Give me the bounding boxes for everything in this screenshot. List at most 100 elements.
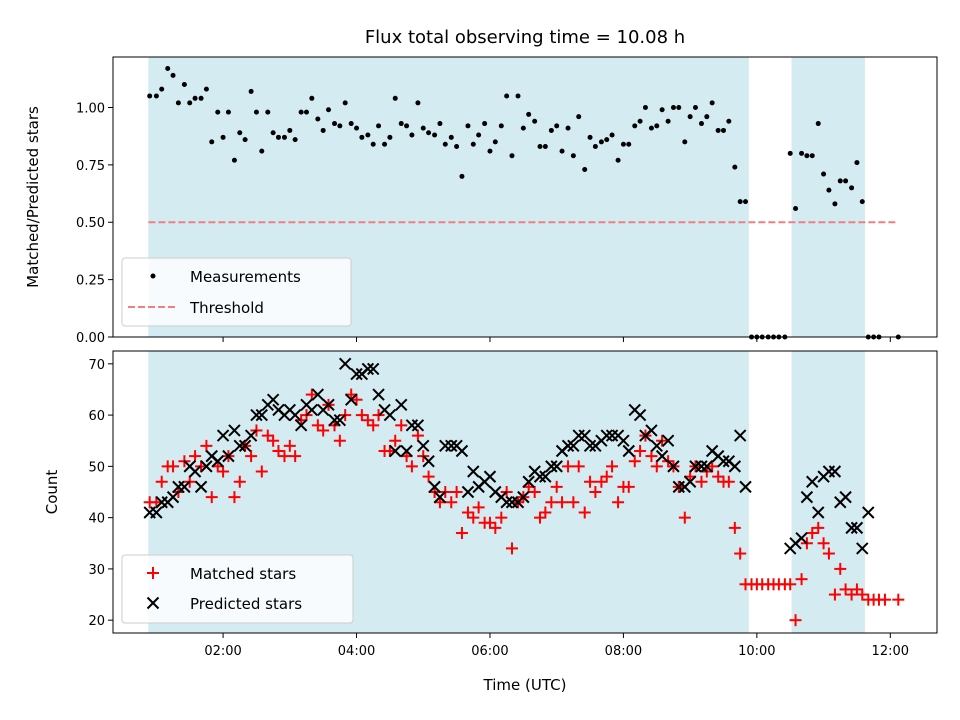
measurement-point xyxy=(303,109,309,115)
top-series xyxy=(147,65,901,340)
measurement-point xyxy=(809,153,815,159)
predicted-star-point xyxy=(305,403,319,417)
predicted-star-point xyxy=(422,455,435,468)
predicted-star-point xyxy=(395,398,408,412)
matched-star-point xyxy=(389,434,402,447)
measurement-point xyxy=(659,107,665,113)
predicted-star-point xyxy=(545,460,558,473)
measurement-point xyxy=(398,121,404,127)
measurement-point xyxy=(504,93,510,99)
bottom-panel: 20 30 40 50 60 70 02:00 04:00 06:00 08:00 10:00 12… xyxy=(43,350,938,694)
matched-star-point xyxy=(728,521,741,534)
top-legend: Measurements Threshold xyxy=(121,257,352,327)
predicted-star-point xyxy=(655,449,669,463)
measurement-point xyxy=(682,139,688,145)
measurement-point xyxy=(409,132,415,138)
top-y-axis-label: Matched/Predicted stars xyxy=(24,106,42,288)
measurement-point xyxy=(615,157,621,163)
predicted-star-point xyxy=(238,439,252,453)
matched-star-point xyxy=(556,496,569,509)
matched-star-point xyxy=(305,388,318,401)
predicted-star-point xyxy=(428,480,441,494)
predicted-star-point xyxy=(228,424,241,437)
matched-star-point xyxy=(589,486,602,498)
predicted-star-point xyxy=(850,521,864,535)
predicted-star-point xyxy=(411,419,425,432)
shaded-region xyxy=(791,351,865,633)
predicted-star-point xyxy=(717,455,730,468)
predicted-star-point xyxy=(650,439,663,453)
matched-star-point xyxy=(806,527,819,540)
predicted-star-point xyxy=(367,362,380,376)
measurement-point xyxy=(720,127,726,133)
measurement-point xyxy=(587,134,593,140)
measurement-point xyxy=(520,125,526,131)
measurement-point xyxy=(432,132,438,138)
matched-star-point xyxy=(461,506,474,519)
measurement-point xyxy=(609,132,615,138)
legend-measurements-marker xyxy=(150,273,156,279)
measurement-point xyxy=(209,139,215,145)
predicted-star-point xyxy=(733,429,747,442)
measurement-point xyxy=(342,100,348,106)
predicted-star-point xyxy=(417,439,430,453)
measurement-point xyxy=(426,130,432,136)
top-panel: Flux total observing time = 10.08 h 0.00… xyxy=(24,27,938,346)
predicted-star-point xyxy=(350,367,363,381)
measurement-point xyxy=(604,137,610,143)
predicted-star-point xyxy=(728,460,742,473)
matched-star-point xyxy=(272,444,285,457)
matched-star-point xyxy=(255,465,268,478)
measurement-point xyxy=(159,86,165,92)
measurement-point xyxy=(165,65,171,71)
predicted-star-point xyxy=(178,480,191,494)
measurement-point xyxy=(565,125,571,131)
matched-star-point xyxy=(505,542,518,555)
y-tick-label: 30 xyxy=(88,563,105,578)
measurement-point xyxy=(676,104,682,110)
predicted-star-point xyxy=(250,408,263,422)
predicted-star-point xyxy=(845,521,858,535)
matched-star-point xyxy=(562,460,575,473)
bottom-axes-frame xyxy=(112,350,938,634)
shaded-region xyxy=(791,57,865,337)
measurement-point xyxy=(498,123,504,129)
predicted-star-point xyxy=(578,429,591,442)
predicted-star-point xyxy=(328,414,341,427)
measurement-point xyxy=(570,153,576,159)
matched-star-point xyxy=(278,450,291,463)
legend-matched-label: Matched stars xyxy=(190,565,296,583)
predicted-star-point xyxy=(839,490,852,504)
x-tick-label: 06:00 xyxy=(471,644,508,659)
predicted-star-point xyxy=(322,398,335,412)
measurement-point xyxy=(832,201,838,207)
measurement-point xyxy=(715,127,721,133)
matched-star-point xyxy=(233,475,246,488)
y-tick-label: 50 xyxy=(88,460,105,475)
measurement-point xyxy=(859,199,865,205)
measurement-point xyxy=(537,144,543,150)
matched-star-point xyxy=(817,537,830,550)
bottom-legend: Matched stars Predicted stars xyxy=(121,554,354,624)
predicted-star-point xyxy=(211,455,224,468)
bottom-legend-box xyxy=(121,554,354,624)
predicted-star-point xyxy=(222,449,235,463)
predicted-star-point xyxy=(583,439,597,453)
measurement-point xyxy=(376,123,382,129)
matched-star-point xyxy=(167,460,180,473)
measurement-point xyxy=(265,109,271,115)
matched-star-point xyxy=(355,409,368,422)
predicted-star-point xyxy=(667,460,680,473)
y-tick-label: 0.25 xyxy=(76,274,105,289)
matched-star-point xyxy=(261,429,274,442)
predicted-star-point xyxy=(739,480,752,494)
legend-matched-marker xyxy=(147,567,159,579)
predicted-star-point xyxy=(567,439,580,453)
matched-star-point xyxy=(534,511,547,524)
measurement-point xyxy=(598,139,604,145)
measurement-point xyxy=(404,123,410,129)
measurement-point xyxy=(365,132,371,138)
x-axis-label: Time (UTC) xyxy=(483,676,567,694)
predicted-star-point xyxy=(433,490,447,504)
legend-predicted-marker xyxy=(146,596,160,610)
